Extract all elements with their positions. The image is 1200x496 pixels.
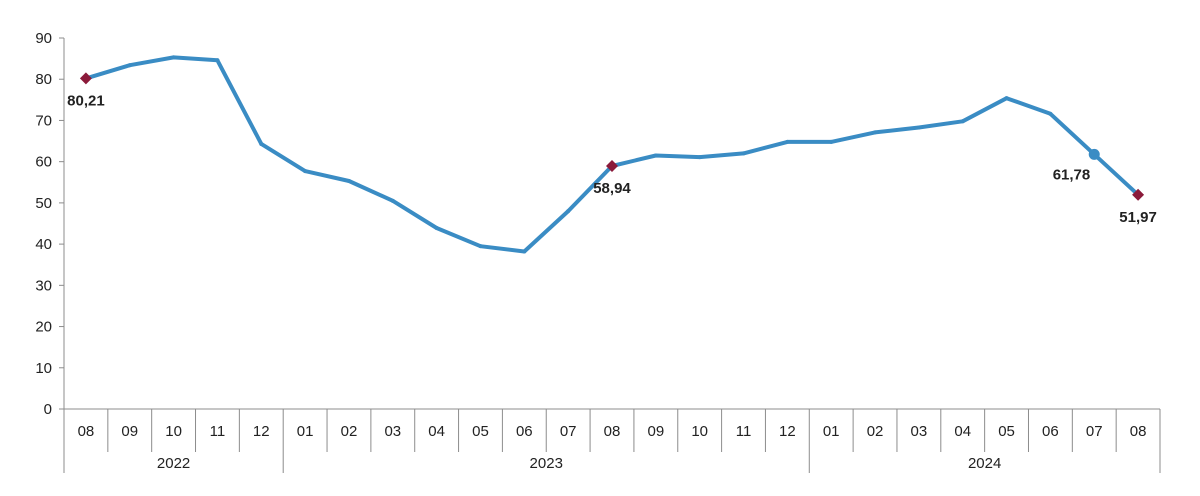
- annotations: 80,21 58,94 61,78 51,97: [67, 72, 1157, 226]
- y-tick-label: 70: [35, 112, 52, 129]
- x-year-label: 2024: [968, 455, 1001, 472]
- data-point: [434, 226, 439, 231]
- y-tick-label: 50: [35, 195, 52, 212]
- y-tick-label: 10: [35, 360, 52, 377]
- data-label: 58,94: [593, 180, 631, 197]
- y-tick-label: 30: [35, 277, 52, 294]
- x-tick-label: 03: [911, 423, 928, 440]
- x-tick-label: 02: [867, 423, 884, 440]
- x-tick-label: 09: [647, 423, 664, 440]
- x-tick-label: 12: [779, 423, 796, 440]
- data-point: [916, 125, 921, 130]
- series-line: [83, 55, 1141, 254]
- x-tick-label: 08: [604, 423, 621, 440]
- x-year-label: 2022: [157, 455, 190, 472]
- x-tick-label: 05: [472, 423, 489, 440]
- x-tick-label: 01: [297, 423, 314, 440]
- data-point: [346, 179, 351, 184]
- y-tick-label: 60: [35, 154, 52, 171]
- data-point: [478, 244, 483, 249]
- x-tick-label: 11: [736, 423, 752, 440]
- y-axis: 0 10 20 30 40 50 60 70 80 90: [35, 30, 65, 418]
- x-tick-label: 04: [428, 423, 445, 440]
- x-tick-label: 07: [560, 423, 577, 440]
- data-point: [829, 139, 834, 144]
- data-point: [566, 209, 571, 214]
- x-tick-label: 03: [384, 423, 401, 440]
- highlight-marker: [79, 72, 92, 85]
- x-axis: 08 09 10 11 12 01 02 03 04 05 06 07 08 09 10 11 12 01 02 03…: [63, 408, 1161, 473]
- data-point: [960, 119, 965, 124]
- data-point: [215, 58, 220, 63]
- y-tick-label: 40: [35, 236, 52, 253]
- y-tick-label: 20: [35, 319, 52, 336]
- x-tick-label: 10: [691, 423, 708, 440]
- x-tick-label: 07: [1086, 423, 1103, 440]
- data-point: [390, 198, 395, 203]
- data-point: [303, 169, 308, 174]
- x-tick-label: 09: [121, 423, 138, 440]
- x-tick-label: 04: [954, 423, 971, 440]
- x-tick-label: 10: [165, 423, 182, 440]
- highlight-marker: [1088, 148, 1100, 160]
- x-tick-label: 08: [1130, 423, 1147, 440]
- data-label: 80,21: [67, 92, 105, 109]
- data-point: [785, 139, 790, 144]
- x-tick-label: 12: [253, 423, 270, 440]
- x-year-label: 2023: [530, 455, 563, 472]
- x-tick-label: 06: [1042, 423, 1059, 440]
- data-label: 61,78: [1053, 166, 1091, 183]
- highlight-marker: [606, 160, 618, 173]
- data-point: [741, 151, 746, 156]
- y-tick-label: 90: [35, 30, 52, 47]
- series-group: [83, 55, 1141, 254]
- data-point: [873, 130, 878, 135]
- data-point: [653, 153, 658, 158]
- data-point: [259, 141, 264, 146]
- y-tick-label: 80: [35, 71, 52, 88]
- x-tick-label: 05: [998, 423, 1015, 440]
- y-tick-label: 0: [44, 401, 52, 418]
- data-point: [697, 155, 702, 160]
- x-tick-label: 11: [210, 423, 226, 440]
- highlight-marker: [1132, 188, 1145, 201]
- data-point: [127, 63, 132, 68]
- x-tick-label: 02: [341, 423, 358, 440]
- x-tick-label: 08: [78, 423, 95, 440]
- data-point: [1004, 96, 1009, 101]
- x-tick-label: 01: [823, 423, 840, 440]
- data-point: [171, 55, 176, 60]
- data-point: [1048, 111, 1053, 116]
- data-point: [522, 249, 527, 254]
- x-tick-label: 06: [516, 423, 533, 440]
- data-label: 51,97: [1119, 209, 1157, 226]
